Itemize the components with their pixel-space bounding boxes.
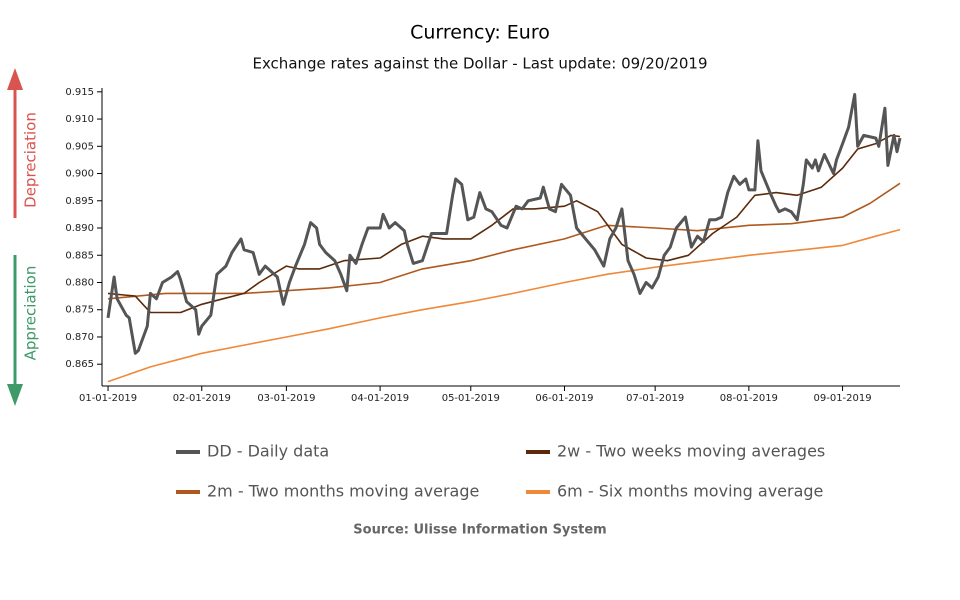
legend-label: 2w - Two weeks moving averages [557,442,825,461]
series-line [107,228,901,383]
x-tick-label: 03-01-2019 [257,393,315,404]
x-tick-label: 06-01-2019 [535,393,593,404]
y-tick-label: 0.870 [65,332,94,343]
y-tick-label: 0.910 [65,114,94,125]
y-tick-label: 0.865 [65,359,94,370]
annotation: Appreciation [22,266,40,361]
x-tick-label: 08-01-2019 [720,393,778,404]
y-tick-label: 0.895 [65,196,94,207]
x-tick-label: 02-01-2019 [173,393,231,404]
y-tick-label: 0.875 [65,305,94,316]
y-tick-label: 0.905 [65,141,94,152]
y-tick-label: 0.915 [65,87,94,98]
legend-label: DD - Daily data [207,442,329,461]
x-tick-label: 07-01-2019 [626,393,684,404]
annotation: Depreciation [22,112,40,208]
x-tick-label: 04-01-2019 [351,393,409,404]
series-line [107,182,901,300]
x-tick-label: 09-01-2019 [814,393,872,404]
legend-label: 6m - Six months moving average [557,482,823,501]
x-tick-label: 05-01-2019 [442,393,500,404]
source: Source: Ulisse Information System [353,523,606,538]
chart-title: Currency: Euro [410,22,550,44]
y-tick-label: 0.885 [65,250,94,261]
chart-subtitle: Exchange rates against the Dollar - Last… [252,55,707,73]
x-tick-label: 01-01-2019 [79,393,137,404]
y-tick-label: 0.900 [65,169,94,180]
y-tick-label: 0.890 [65,223,94,234]
arrow-head [7,384,23,406]
series-line [106,93,902,355]
y-tick-label: 0.880 [65,277,94,288]
arrow-head [7,68,23,90]
legend-label: 2m - Two months moving average [207,482,479,501]
